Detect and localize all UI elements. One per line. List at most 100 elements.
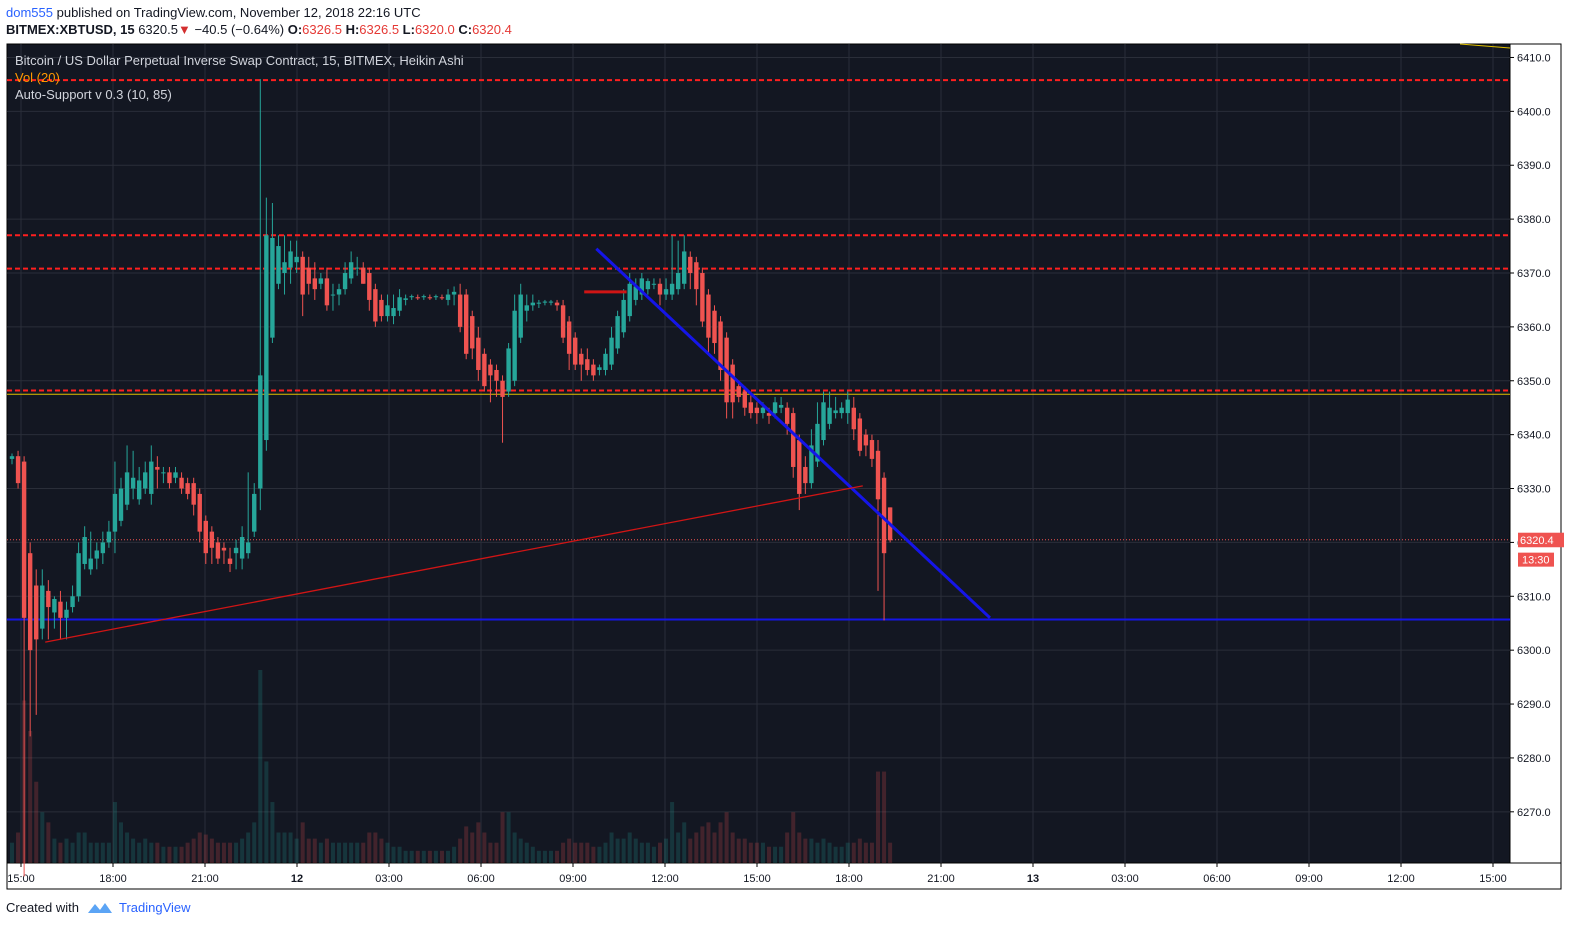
volume-bar: [179, 846, 184, 863]
candle-body: [833, 410, 838, 414]
candle-body: [482, 353, 487, 387]
candle-body: [82, 537, 87, 564]
volume-bar: [421, 850, 426, 863]
volume-bar: [888, 842, 893, 863]
candle-body: [203, 520, 208, 554]
volume-bar: [64, 838, 69, 863]
candle-body: [573, 337, 578, 365]
candle-body: [766, 413, 772, 416]
candle-body: [809, 445, 814, 484]
down-arrow-icon: ▼: [177, 22, 191, 37]
candle-body: [548, 301, 554, 303]
volume-bar: [518, 838, 523, 863]
volume-bar: [736, 838, 741, 863]
candle-body: [445, 294, 451, 300]
candle-body: [585, 359, 590, 370]
candle-body: [124, 472, 130, 505]
volume-bar: [143, 838, 148, 863]
volume-bar: [869, 842, 874, 863]
candle-body: [851, 407, 856, 430]
candle-body: [100, 542, 106, 554]
x-tick-label: 12:00: [651, 873, 679, 885]
volume-bar: [797, 832, 802, 863]
volume-bar: [863, 842, 868, 863]
volume-bar: [355, 842, 360, 863]
close-value: 6320.4: [472, 22, 512, 37]
candle-body: [627, 283, 632, 317]
candle-body: [712, 310, 717, 344]
low-value: 6320.0: [414, 22, 455, 37]
x-tick-label: 15:00: [1479, 873, 1507, 885]
candle-body: [324, 278, 330, 306]
volume-bar: [161, 846, 166, 863]
price-label-text: 13:30: [1522, 555, 1550, 567]
volume-bar: [845, 842, 850, 863]
candle-body: [663, 289, 669, 295]
candle-body: [155, 466, 160, 470]
volume-bar: [88, 842, 93, 863]
candle-body: [367, 272, 372, 300]
volume-bar: [548, 850, 553, 863]
volume-bar: [536, 850, 541, 863]
candle-body: [361, 267, 366, 284]
candle-body: [597, 367, 602, 370]
candle-body: [403, 298, 408, 300]
volume-bar: [615, 838, 620, 863]
volume-bar: [82, 832, 87, 863]
volume-bar: [337, 842, 342, 863]
volume-bar: [433, 850, 438, 863]
candle-body: [464, 294, 469, 354]
x-tick-label: 09:00: [559, 873, 587, 885]
candle-body: [239, 537, 245, 559]
candle-body: [161, 472, 166, 474]
volume-bar: [470, 832, 475, 863]
y-tick-label: 6360.0: [1517, 322, 1551, 334]
candle-body: [827, 407, 832, 424]
tradingview-link[interactable]: TradingView: [87, 900, 191, 915]
volume-bar: [645, 842, 650, 863]
volume-bar: [482, 832, 487, 863]
candle-body: [797, 440, 802, 494]
volume-bar: [397, 846, 402, 863]
candle-body: [209, 531, 215, 548]
author-link[interactable]: dom555: [6, 5, 53, 20]
y-tick-label: 6340.0: [1517, 430, 1551, 442]
y-tick-label: 6400.0: [1517, 106, 1551, 118]
open-value: 6326.5: [302, 22, 342, 37]
volume-bar: [270, 802, 275, 863]
volume-bar: [70, 842, 75, 863]
volume-bar: [252, 822, 257, 863]
volume-bar: [833, 846, 838, 863]
candle-body: [603, 353, 608, 370]
symbol-info-bar: BITMEX:XBTUSD, 15 6320.5▼ −40.5 (−0.64%)…: [6, 21, 512, 39]
price-axis-panel: [1509, 43, 1562, 864]
volume-bar: [167, 846, 172, 863]
volume-bar: [415, 850, 420, 863]
candle-body: [191, 483, 196, 505]
candle-body: [566, 321, 572, 354]
candle-body: [869, 440, 875, 459]
candle-body: [215, 542, 221, 559]
volume-bar: [488, 842, 493, 863]
candle-body: [427, 297, 433, 299]
candle-body: [94, 550, 99, 559]
candle-body: [318, 278, 324, 284]
volume-bar: [724, 812, 729, 863]
volume-bar: [409, 850, 414, 863]
y-tick-label: 6350.0: [1517, 376, 1551, 388]
candle-body: [76, 553, 81, 597]
volume-bar: [682, 822, 687, 863]
volume-bar: [209, 838, 214, 863]
chart-frame: [6, 43, 1562, 890]
volume-bar: [215, 842, 220, 863]
candle-body: [718, 321, 723, 370]
candle-body: [336, 289, 342, 295]
volume-bar: [379, 838, 384, 863]
candle-body: [21, 461, 27, 618]
candle-body: [784, 407, 790, 424]
y-tick-label: 6290.0: [1517, 699, 1551, 711]
volume-bar: [567, 838, 572, 863]
candle-body: [815, 423, 820, 462]
y-tick-label: 6410.0: [1517, 52, 1551, 64]
